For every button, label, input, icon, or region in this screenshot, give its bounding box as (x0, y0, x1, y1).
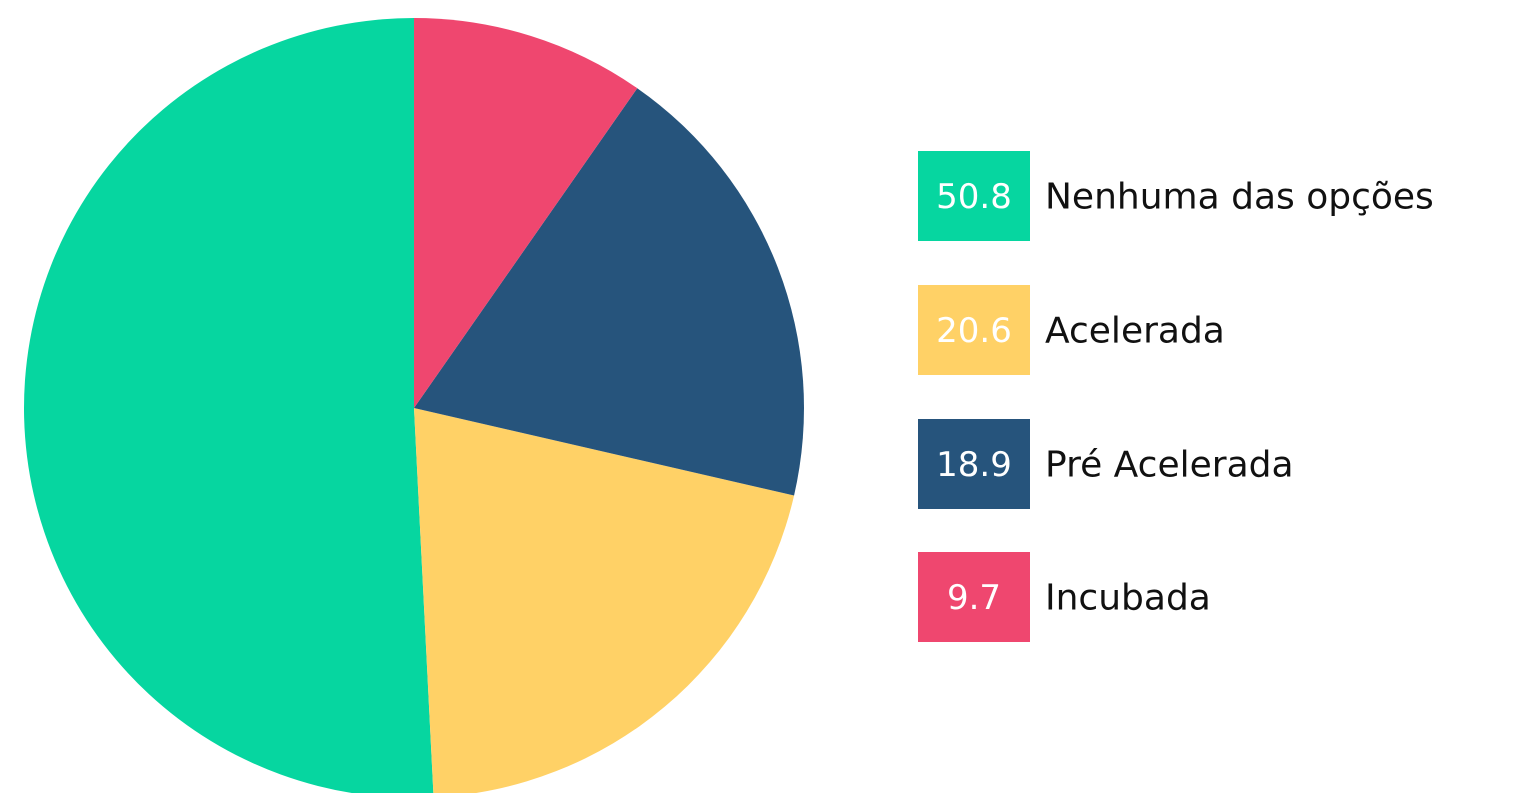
legend-swatch (918, 552, 1030, 642)
pie-slice (24, 18, 434, 793)
pie-slice (414, 18, 638, 408)
legend-swatch (918, 419, 1030, 509)
legend-value: 20.6 (936, 311, 1012, 351)
pie-slice (414, 88, 804, 496)
legend-value: 9.7 (947, 578, 1001, 618)
legend-swatch (918, 151, 1030, 241)
legend-swatch (918, 285, 1030, 375)
legend-label: Acelerada (1045, 311, 1225, 352)
legend-label: Incubada (1045, 578, 1211, 619)
pie-slice (414, 408, 795, 793)
legend-value: 18.9 (936, 445, 1012, 485)
legend-label: Nenhuma das opções (1045, 177, 1434, 218)
legend-value: 50.8 (936, 177, 1012, 217)
legend-label: Pré Acelerada (1045, 445, 1294, 486)
